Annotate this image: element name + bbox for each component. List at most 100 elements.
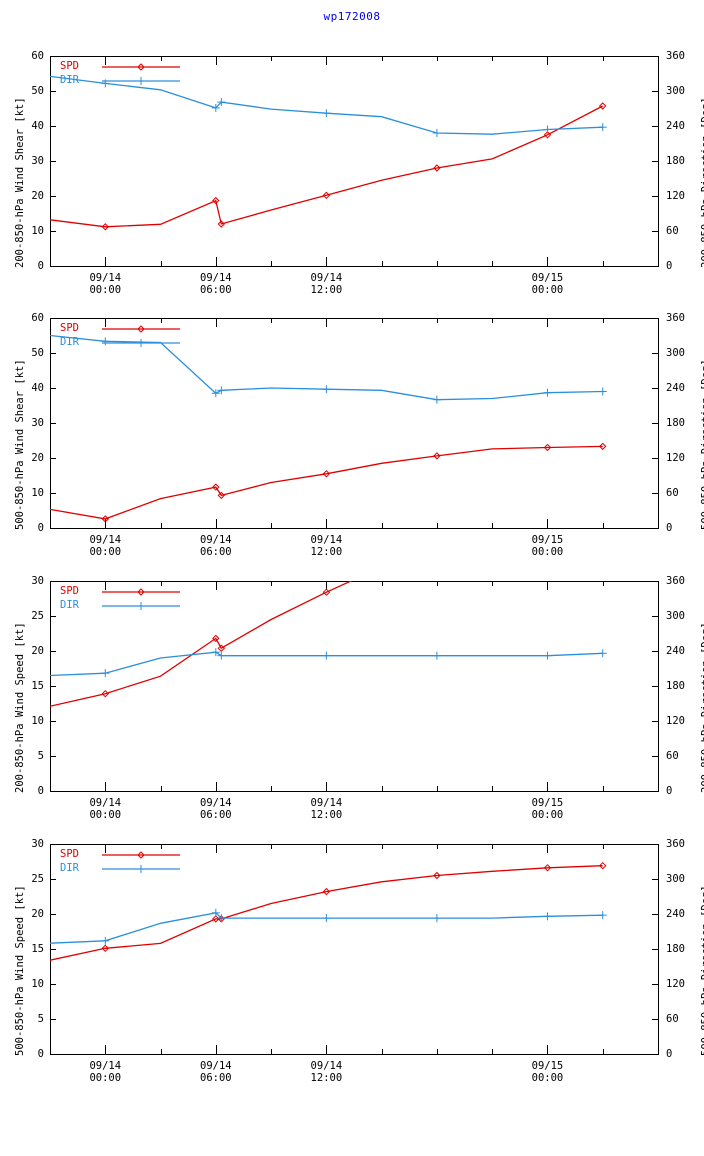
x-tick-label: 09/14 06:00 bbox=[176, 534, 256, 558]
x-tick-time: 00:00 bbox=[531, 1072, 564, 1084]
y-tick-right-label: 0 bbox=[666, 521, 673, 534]
plot-area-panel-500-850-speed bbox=[50, 844, 659, 1055]
y-tick-left-label: 0 bbox=[37, 521, 44, 534]
y-tick-right-label: 240 bbox=[666, 907, 685, 920]
x-tick-time: 00:00 bbox=[89, 546, 122, 558]
y-tick-left-label: 40 bbox=[31, 119, 44, 132]
x-tick-date: 09/14 bbox=[200, 797, 232, 809]
series-spd bbox=[50, 102, 607, 231]
legend-label-spd: SPD bbox=[60, 848, 79, 860]
x-tick-date: 09/14 bbox=[200, 534, 232, 546]
chart-panel-500-850-speed: 0 5 10 15 20 25 30 0 60 120 180 240 300 360 09/14 00:00… bbox=[0, 832, 704, 1092]
y-tick-left-label: 0 bbox=[37, 1047, 44, 1060]
y-tick-left-label: 10 bbox=[31, 977, 44, 990]
y-tick-left-label: 30 bbox=[31, 574, 44, 587]
y-tick-right-label: 60 bbox=[666, 486, 679, 499]
x-tick-label: 09/15 00:00 bbox=[507, 797, 587, 821]
plot-area-panel-200-850-speed bbox=[50, 581, 659, 792]
x-tick-label: 09/14 00:00 bbox=[65, 1060, 145, 1084]
y-tick-left-label: 10 bbox=[31, 224, 44, 237]
y-tick-right-label: 120 bbox=[666, 189, 685, 202]
x-tick-time: 00:00 bbox=[531, 809, 564, 821]
x-tick-time: 06:00 bbox=[200, 809, 232, 821]
legend-label-spd: SPD bbox=[60, 60, 79, 72]
x-tick-label: 09/14 12:00 bbox=[286, 272, 366, 296]
page-title: wp172008 bbox=[323, 10, 381, 23]
y-tick-left-label: 10 bbox=[31, 486, 44, 499]
y-axis-right-title: 500-850-hPa Direction [Deg] bbox=[700, 359, 704, 530]
x-tick-time: 06:00 bbox=[200, 1072, 232, 1084]
x-tick-label: 09/14 12:00 bbox=[286, 534, 366, 558]
x-tick-label: 09/14 06:00 bbox=[176, 797, 256, 821]
y-tick-left-label: 20 bbox=[31, 907, 44, 920]
x-tick-label: 09/15 00:00 bbox=[507, 1060, 587, 1084]
y-tick-right-label: 120 bbox=[666, 977, 685, 990]
y-tick-left-label: 15 bbox=[31, 679, 44, 692]
legend-label-dir: DIR bbox=[60, 336, 79, 348]
legend-label-dir: DIR bbox=[60, 74, 79, 86]
x-tick-label: 09/14 06:00 bbox=[176, 1060, 256, 1084]
series-dir bbox=[50, 75, 607, 137]
x-tick-date: 09/14 bbox=[310, 534, 343, 546]
y-tick-right-label: 60 bbox=[666, 1012, 679, 1025]
y-axis-left-title: 200-850-hPa Wind Shear [kt] bbox=[14, 97, 26, 268]
x-tick-label: 09/14 12:00 bbox=[286, 1060, 366, 1084]
series-spd bbox=[50, 581, 353, 707]
y-tick-left-label: 50 bbox=[31, 346, 44, 359]
y-tick-right-label: 180 bbox=[666, 416, 685, 429]
y-tick-right-label: 0 bbox=[666, 784, 673, 797]
x-tick-date: 09/14 bbox=[200, 1060, 232, 1072]
x-tick-date: 09/14 bbox=[89, 797, 122, 809]
y-axis-left-title: 500-850-hPa Wind Shear [kt] bbox=[14, 359, 26, 530]
series-dir bbox=[50, 334, 607, 404]
y-tick-right-label: 360 bbox=[666, 311, 685, 324]
y-tick-left-label: 20 bbox=[31, 644, 44, 657]
y-tick-right-label: 360 bbox=[666, 574, 685, 587]
series-dir bbox=[50, 908, 607, 945]
y-tick-right-label: 60 bbox=[666, 749, 679, 762]
x-tick-label: 09/14 06:00 bbox=[176, 272, 256, 296]
plot-area-panel-200-850-shear bbox=[50, 56, 659, 267]
y-tick-left-label: 0 bbox=[37, 784, 44, 797]
legend-label-spd: SPD bbox=[60, 585, 79, 597]
x-tick-time: 00:00 bbox=[89, 1072, 122, 1084]
y-tick-right-label: 180 bbox=[666, 679, 685, 692]
x-tick-label: 09/14 12:00 bbox=[286, 797, 366, 821]
series-spd bbox=[50, 861, 607, 961]
y-tick-left-label: 60 bbox=[31, 311, 44, 324]
y-axis-right-title: 200-850-hPa Direction [Deg] bbox=[700, 97, 704, 268]
y-tick-right-label: 240 bbox=[666, 381, 685, 394]
y-tick-left-label: 40 bbox=[31, 381, 44, 394]
x-tick-date: 09/15 bbox=[531, 1060, 564, 1072]
x-tick-date: 09/14 bbox=[89, 272, 122, 284]
x-tick-time: 12:00 bbox=[310, 546, 343, 558]
x-tick-label: 09/14 00:00 bbox=[65, 534, 145, 558]
y-tick-right-label: 60 bbox=[666, 224, 679, 237]
x-tick-time: 12:00 bbox=[310, 284, 343, 296]
y-tick-left-label: 50 bbox=[31, 84, 44, 97]
x-tick-label: 09/15 00:00 bbox=[507, 534, 587, 558]
y-axis-left-title: 500-850-hPa Wind Speed [kt] bbox=[14, 885, 26, 1056]
x-tick-date: 09/14 bbox=[310, 1060, 343, 1072]
y-tick-left-label: 20 bbox=[31, 451, 44, 464]
x-tick-label: 09/15 00:00 bbox=[507, 272, 587, 296]
x-tick-date: 09/14 bbox=[310, 272, 343, 284]
chart-panel-500-850-shear: 0 10 20 30 40 50 60 0 60 120 180 240 300 360 09/14 00:0… bbox=[0, 306, 704, 566]
y-tick-right-label: 300 bbox=[666, 84, 685, 97]
x-tick-time: 12:00 bbox=[310, 809, 343, 821]
plot-area-panel-500-850-shear bbox=[50, 318, 659, 529]
y-tick-left-label: 25 bbox=[31, 872, 44, 885]
y-tick-right-label: 360 bbox=[666, 837, 685, 850]
y-tick-left-label: 5 bbox=[37, 1012, 44, 1025]
y-tick-left-label: 30 bbox=[31, 837, 44, 850]
y-tick-left-label: 30 bbox=[31, 154, 44, 167]
y-tick-left-label: 5 bbox=[37, 749, 44, 762]
legend-label-spd: SPD bbox=[60, 322, 79, 334]
x-tick-date: 09/14 bbox=[89, 1060, 122, 1072]
y-tick-left-label: 30 bbox=[31, 416, 44, 429]
y-tick-right-label: 300 bbox=[666, 346, 685, 359]
legend-label-dir: DIR bbox=[60, 862, 79, 874]
y-tick-right-label: 360 bbox=[666, 49, 685, 62]
y-tick-left-label: 60 bbox=[31, 49, 44, 62]
x-tick-time: 00:00 bbox=[89, 284, 122, 296]
